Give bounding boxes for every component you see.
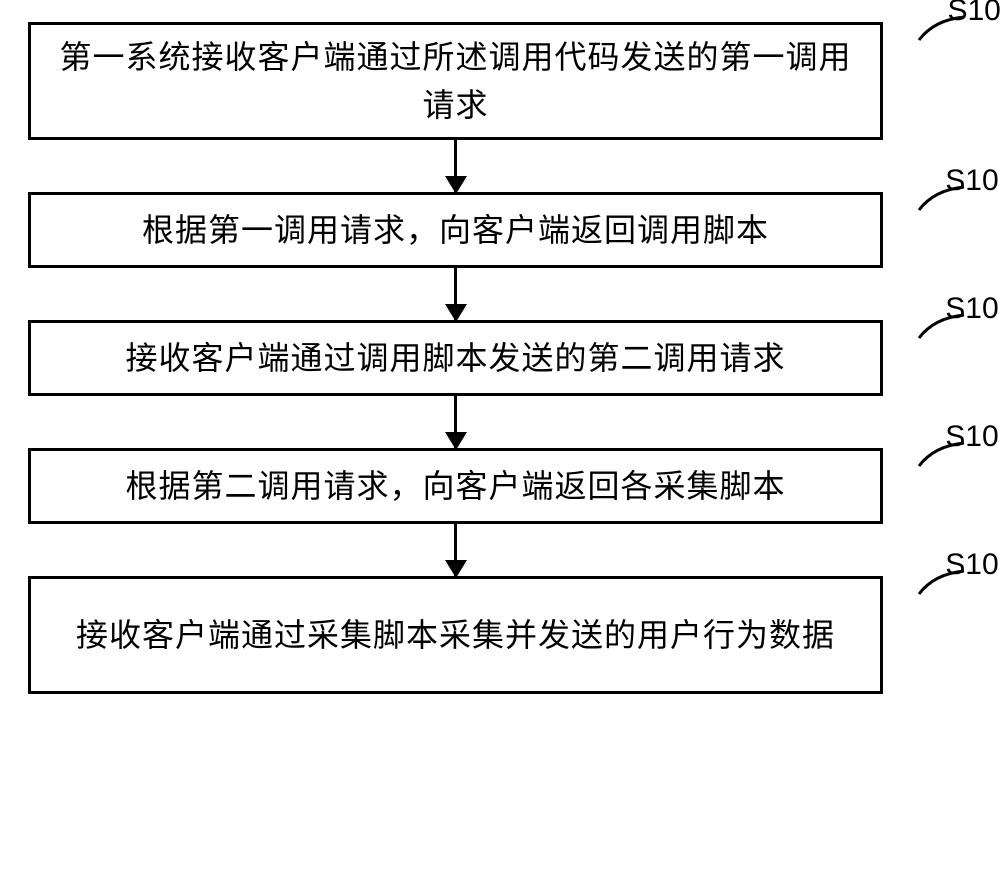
step-text-3: 接收客户端通过调用脚本发送的第二调用请求 bbox=[125, 334, 785, 382]
step-label-2: S1012 bbox=[945, 164, 1000, 198]
step-text-1: 第一系统接收客户端通过所述调用代码发送的第一调用请求 bbox=[51, 33, 860, 129]
step-text-5: 接收客户端通过采集脚本采集并发送的用户行为数据 bbox=[76, 611, 835, 659]
step-label-3: S1013 bbox=[945, 292, 1000, 326]
arrow-1 bbox=[28, 140, 883, 192]
arrow-4 bbox=[28, 524, 883, 576]
step-box-5: 接收客户端通过采集脚本采集并发送的用户行为数据 bbox=[28, 576, 883, 694]
step-wrapper-4: S1014 根据第二调用请求，向客户端返回各采集脚本 bbox=[28, 448, 972, 524]
step-box-3: 接收客户端通过调用脚本发送的第二调用请求 bbox=[28, 320, 883, 396]
step-label-5: S1015 bbox=[945, 548, 1000, 582]
step-box-1: 第一系统接收客户端通过所述调用代码发送的第一调用请求 bbox=[28, 22, 883, 140]
arrow-3 bbox=[28, 396, 883, 448]
arrow-2 bbox=[28, 268, 883, 320]
step-box-2: 根据第一调用请求，向客户端返回调用脚本 bbox=[28, 192, 883, 268]
step-label-1: S1011 bbox=[947, 0, 1000, 28]
step-text-2: 根据第一调用请求，向客户端返回调用脚本 bbox=[142, 206, 769, 254]
step-wrapper-3: S1013 接收客户端通过调用脚本发送的第二调用请求 bbox=[28, 320, 972, 396]
step-box-4: 根据第二调用请求，向客户端返回各采集脚本 bbox=[28, 448, 883, 524]
step-wrapper-2: S1012 根据第一调用请求，向客户端返回调用脚本 bbox=[28, 192, 972, 268]
step-wrapper-1: S1011 第一系统接收客户端通过所述调用代码发送的第一调用请求 bbox=[28, 22, 972, 140]
step-wrapper-5: S1015 接收客户端通过采集脚本采集并发送的用户行为数据 bbox=[28, 576, 972, 694]
flowchart-container: S1011 第一系统接收客户端通过所述调用代码发送的第一调用请求 S1012 根… bbox=[28, 22, 972, 694]
step-label-4: S1014 bbox=[945, 420, 1000, 454]
step-text-4: 根据第二调用请求，向客户端返回各采集脚本 bbox=[125, 462, 785, 510]
